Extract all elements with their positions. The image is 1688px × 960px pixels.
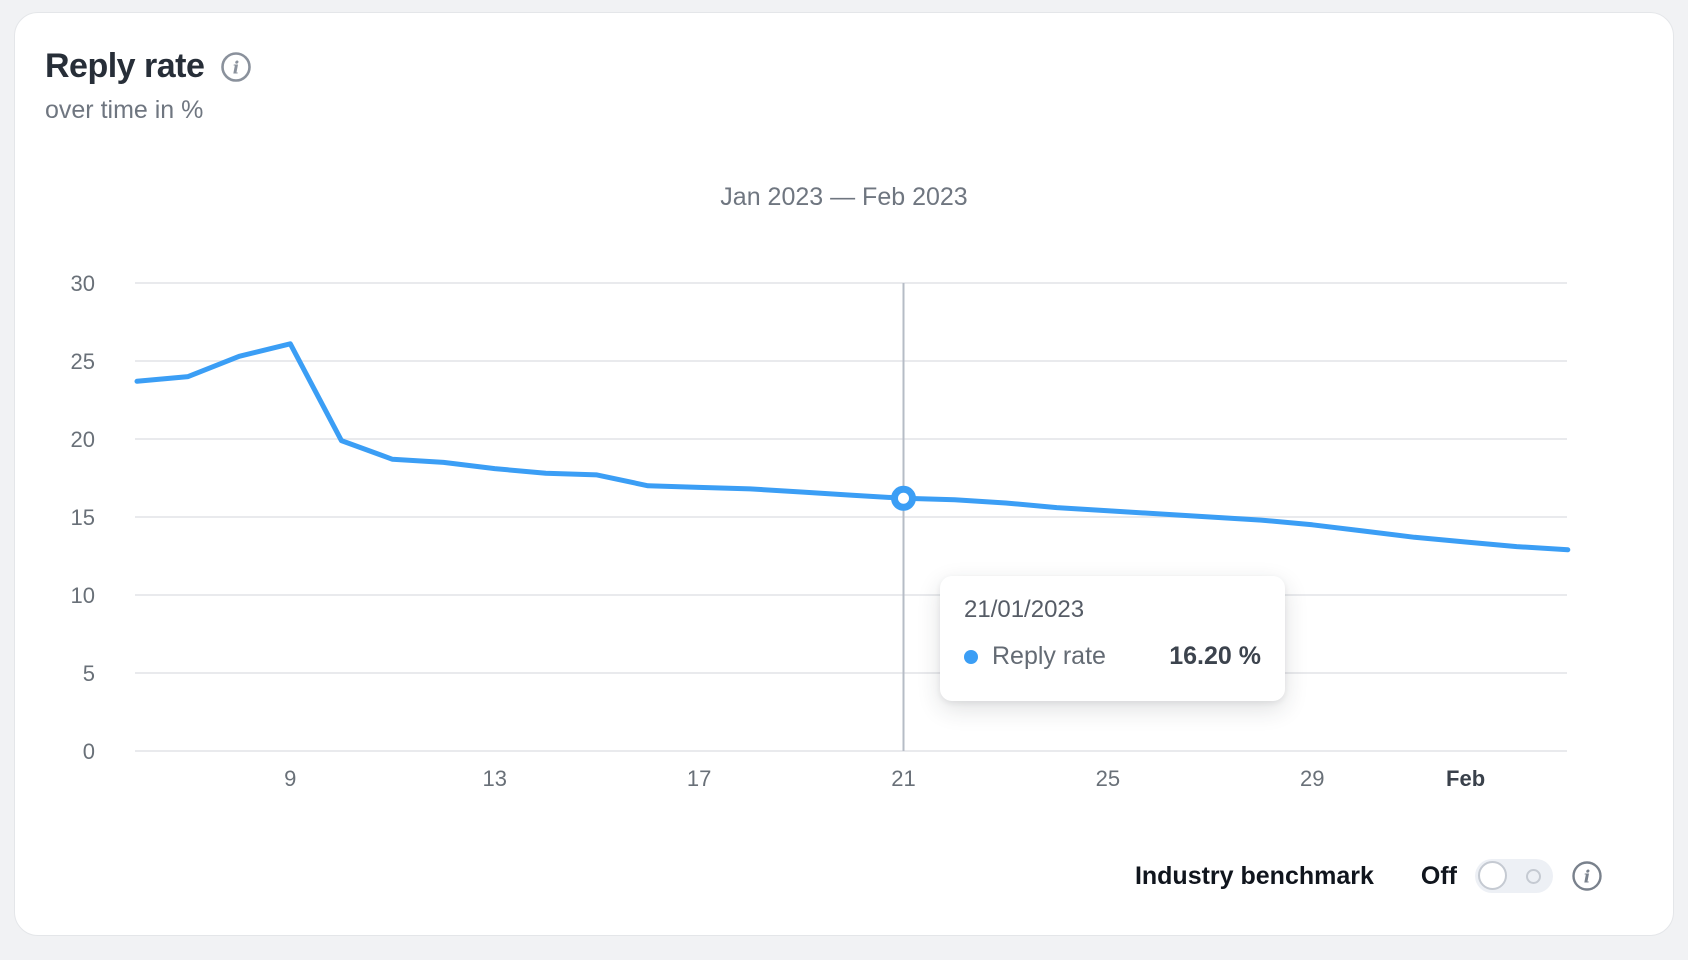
toggle-knob[interactable] [1478,861,1507,890]
x-tick-label: 17 [687,766,711,791]
reply-rate-line [134,341,1571,553]
chart-plot[interactable]: 0 5 10 15 20 25 30 9 13 17 21 25 29 Feb [15,268,1673,808]
svg-text:i: i [1584,868,1590,888]
tooltip-series-label: Reply rate [992,642,1106,670]
y-tick-label: 20 [71,427,95,452]
x-tick-label: Feb [1446,766,1485,791]
x-tick-label: 9 [284,766,296,791]
benchmark-info-icon[interactable]: i [1571,860,1603,892]
x-tick-label: 13 [482,766,506,791]
y-tick-label: 10 [71,583,95,608]
tooltip-date: 21/01/2023 [964,596,1085,623]
x-tick-label: 29 [1300,766,1324,791]
chart-area: 0 5 10 15 20 25 30 9 13 17 21 25 29 Feb 21/01/2023 Re… [15,268,1673,808]
x-tick-label: 25 [1096,766,1120,791]
svg-text:i: i [233,58,239,78]
chart-tooltip: 21/01/2023 Reply rate 16.20 % [940,576,1285,701]
y-tick-label: 5 [83,661,95,686]
y-tick-label: 15 [71,505,95,530]
benchmark-toggle[interactable] [1475,859,1553,893]
reply-rate-card: Reply rate i over time in % Jan 2023 — F… [14,12,1674,936]
series-dot-icon [964,649,978,664]
y-tick-label: 0 [83,739,95,764]
tooltip-value: 16.20 % [1169,642,1261,670]
chart-range-title: Jan 2023 — Feb 2023 [720,183,968,211]
card-header: Reply rate i over time in % [45,47,252,125]
y-tick-label: 25 [71,349,95,374]
card-subtitle: over time in % [45,96,204,124]
toggle-off-ring [1526,868,1541,884]
benchmark-state-label: Off [1420,861,1457,890]
reply-rate-info-icon[interactable]: i [220,51,252,83]
highlight-marker[interactable] [891,485,916,511]
x-tick-label: 21 [891,766,915,791]
y-tick-label: 30 [71,271,95,296]
benchmark-footer: Industry benchmark Off i [1135,858,1603,894]
benchmark-label: Industry benchmark [1134,861,1374,890]
page-title: Reply rate [45,47,205,85]
